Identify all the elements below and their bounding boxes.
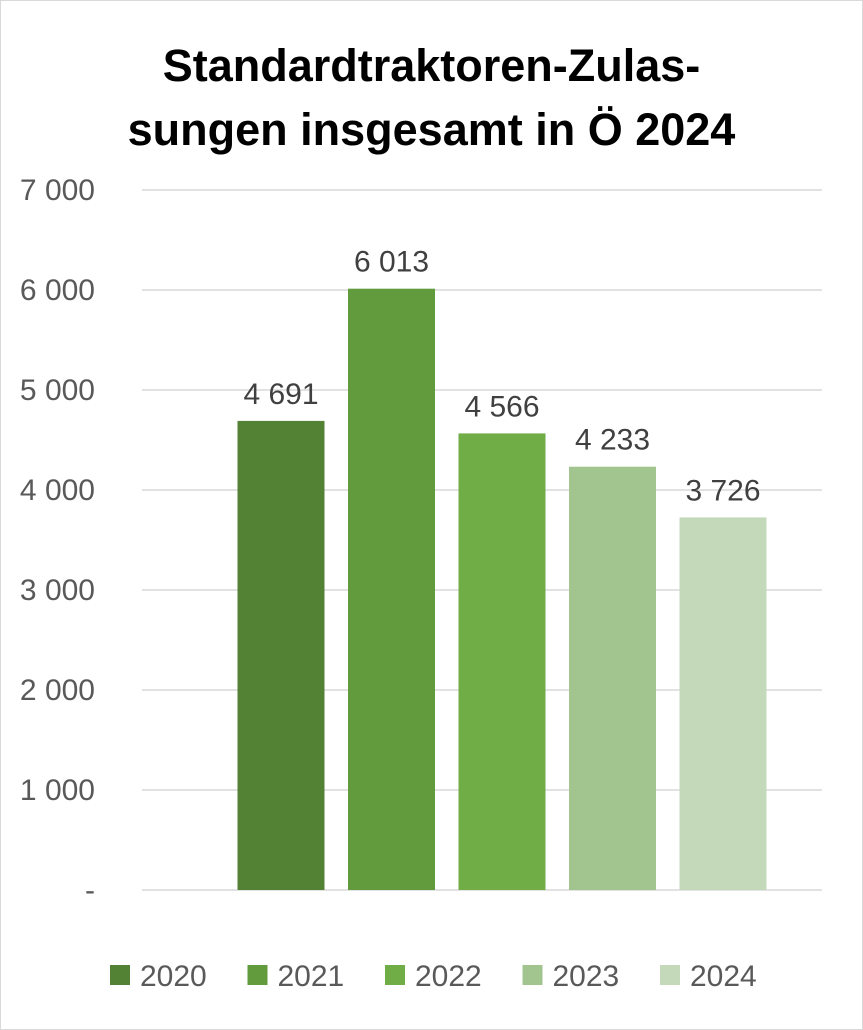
- data-label-2020: 4 691: [243, 378, 318, 411]
- legend-swatch-2020: [110, 965, 130, 985]
- chart-title-line-2: sungen insgesamt in Ö 2024: [127, 104, 736, 155]
- bars: [237, 288, 767, 890]
- chart-title-line-1: Standardtraktoren-Zulas-: [162, 40, 701, 91]
- y-tick-label: 2 000: [20, 674, 95, 707]
- y-tick-label: 3 000: [20, 574, 95, 607]
- bar-2020: [237, 420, 325, 890]
- legend: 2020 2021 2022 2023 2024: [110, 960, 757, 993]
- data-label-2024: 3 726: [685, 474, 760, 507]
- bar-2022: [458, 433, 546, 890]
- legend-label-2024: 2024: [690, 960, 757, 993]
- chart-title: Standardtraktoren-Zulas- sungen insgesam…: [0, 34, 863, 162]
- legend-swatch-2021: [247, 965, 268, 985]
- legend-label-2021: 2021: [278, 960, 345, 993]
- legend-swatch-2023: [522, 965, 543, 985]
- bar-2023: [569, 466, 656, 890]
- data-label-2021: 6 013: [354, 246, 429, 279]
- y-tick-label: -: [85, 874, 95, 907]
- legend-label-2023: 2023: [553, 960, 620, 993]
- data-labels: 4 691 6 013 4 566 4 233 3 726: [243, 246, 760, 508]
- y-axis-tick-labels: - 1 000 2 000 3 000 4 000 5 000 6 000 7 000: [20, 174, 95, 907]
- bar-2024: [679, 517, 767, 890]
- legend-label-2022: 2022: [415, 960, 482, 993]
- y-tick-label: 5 000: [20, 374, 95, 407]
- data-label-2023: 4 233: [575, 424, 650, 457]
- y-tick-label: 7 000: [20, 174, 95, 207]
- legend-label-2020: 2020: [140, 960, 207, 993]
- y-tick-label: 6 000: [20, 274, 95, 307]
- y-tick-label: 4 000: [20, 474, 95, 507]
- legend-swatch-2022: [385, 965, 405, 985]
- y-tick-label: 1 000: [20, 774, 95, 807]
- data-label-2022: 4 566: [464, 390, 539, 423]
- bar-2021: [348, 288, 435, 890]
- legend-swatch-2024: [660, 965, 680, 985]
